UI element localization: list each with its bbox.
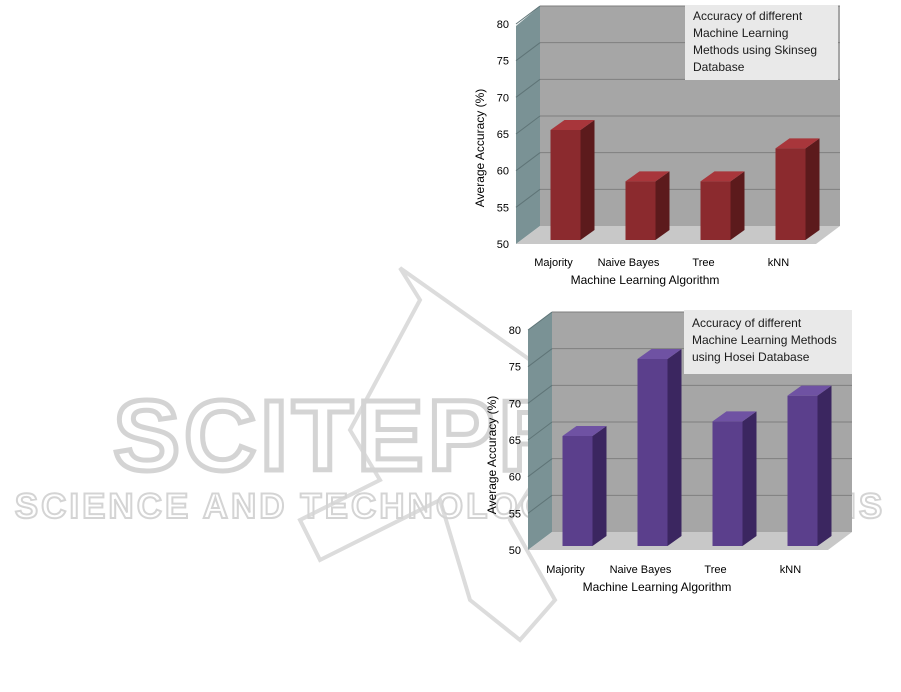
bar-side [817, 385, 832, 546]
bar-side [667, 349, 682, 546]
x-tick-label: Majority [546, 564, 585, 576]
y-tick-label: 80 [497, 19, 509, 31]
annotation-box [684, 310, 852, 374]
annotation-line: Accuracy of different [692, 316, 802, 330]
y-tick-labels: 50 55 60 65 70 75 80 [509, 325, 521, 557]
gridline-side [515, 42, 541, 62]
chart-skinseg: 50 55 60 65 70 75 80 Majority Naive Bayes Tree kN… [473, 5, 840, 287]
chart-floor [528, 532, 852, 550]
bar-top [787, 385, 832, 396]
annotation-line: Database [693, 60, 745, 74]
y-tick-label: 70 [497, 92, 509, 104]
bar [562, 436, 593, 546]
y-tick-label: 75 [509, 362, 521, 374]
y-tick-label: 50 [509, 545, 521, 557]
annotation-line: Accuracy of different [693, 9, 803, 23]
y-tick-label: 60 [497, 166, 509, 178]
x-tick-labels: Majority Naive Bayes Tree kNN [546, 564, 801, 576]
bar-top [625, 171, 670, 182]
x-tick-label: Majority [534, 257, 573, 269]
gridline-side [527, 348, 553, 368]
bar-side [655, 171, 670, 240]
bar-top [775, 138, 820, 149]
bar-top [700, 171, 745, 182]
bar [775, 148, 806, 240]
bar-side [580, 120, 595, 240]
x-tick-label: kNN [780, 564, 801, 576]
x-tick-label: Naive Bayes [610, 564, 672, 576]
y-tick-labels: 50 55 60 65 70 75 80 [497, 19, 509, 251]
y-tick-label: 55 [509, 508, 521, 520]
bar-side [730, 171, 745, 240]
bar [700, 181, 731, 240]
annotation-box [685, 5, 838, 80]
y-tick-label: 75 [497, 56, 509, 68]
annotation-line: Methods using Skinseg [693, 43, 817, 57]
bar-side [592, 426, 607, 546]
y-axis-label: Average Accuracy (%) [485, 396, 499, 515]
chart-hosei: 50 55 60 65 70 75 80 Majority Naive Bayes Tree kN… [485, 310, 852, 594]
gridline-side [515, 115, 541, 135]
gridline-side [515, 5, 541, 25]
bar-top [550, 120, 595, 130]
x-tick-label: kNN [768, 257, 789, 269]
y-tick-label: 60 [509, 472, 521, 484]
gridline-side [515, 152, 541, 172]
y-tick-label: 70 [509, 398, 521, 410]
y-tick-label: 50 [497, 239, 509, 251]
annotation-line: Machine Learning Methods [692, 333, 837, 347]
annotation-line: Machine Learning [693, 26, 788, 40]
bar-side [805, 138, 820, 240]
bar [787, 395, 818, 546]
bar-top [562, 426, 607, 436]
y-tick-label: 55 [497, 202, 509, 214]
bar-side [742, 411, 757, 546]
bars [550, 120, 820, 240]
gridline-side [515, 78, 541, 98]
gridline-side [527, 494, 553, 514]
x-tick-label: Tree [704, 564, 726, 576]
y-tick-label: 80 [509, 325, 521, 337]
gridline-side [527, 458, 553, 478]
gridline-side [527, 384, 553, 404]
y-tick-label: 65 [509, 435, 521, 447]
bar-top [637, 349, 682, 359]
x-axis-label: Machine Learning Algorithm [583, 580, 732, 594]
bar [637, 359, 668, 546]
x-tick-labels: Majority Naive Bayes Tree kNN [534, 257, 789, 269]
annotation-line: using Hosei Database [692, 350, 810, 364]
x-tick-label: Tree [692, 257, 714, 269]
bar [550, 130, 581, 240]
x-tick-label: Naive Bayes [598, 257, 660, 269]
y-tick-label: 65 [497, 129, 509, 141]
bar-top [712, 411, 757, 422]
gridline-side [515, 188, 541, 208]
y-axis-label: Average Accuracy (%) [473, 89, 487, 208]
chart-floor [516, 226, 840, 244]
bar [625, 181, 656, 240]
bars [562, 349, 832, 546]
gridline-side [527, 311, 553, 331]
gridline-side [527, 421, 553, 441]
x-axis-label: Machine Learning Algorithm [571, 273, 720, 287]
bar [712, 421, 743, 546]
